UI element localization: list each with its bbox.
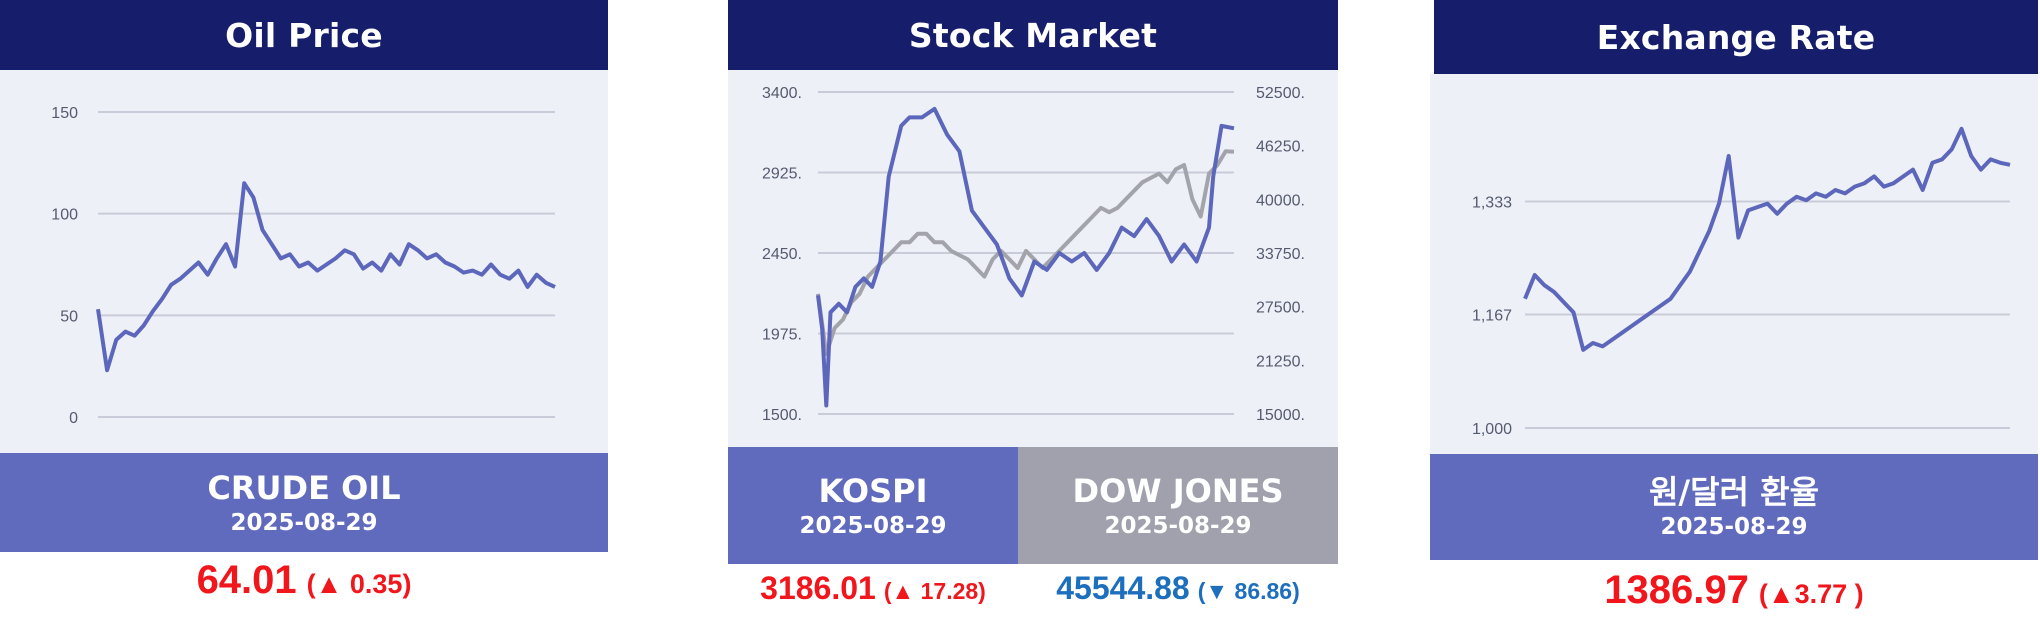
fx-footer-label: 원/달러 환율 xyxy=(1648,473,1820,511)
oil-tick-label: 150 xyxy=(51,105,78,122)
fx-rate-value: 1386.97 xyxy=(1604,568,1749,612)
dow-footer: DOW JONES 2025-08-29 xyxy=(1018,447,1338,564)
stock-footer: KOSPI 2025-08-29 DOW JONES 2025-08-29 xyxy=(728,447,1338,564)
oil-footer-label: CRUDE OIL xyxy=(207,468,401,507)
fx-tick-label: 1,167 xyxy=(1472,307,1512,324)
stock-right-tick-label: 52500. xyxy=(1256,85,1305,102)
stock-right-tick-label: 40000. xyxy=(1256,192,1305,209)
kospi-line xyxy=(816,106,1235,408)
oil-price-line xyxy=(96,181,556,373)
kospi-value: 3186.01 xyxy=(760,570,876,606)
oil-panel: Oil Price 0 50 100 150 CRUDE OIL 2025-08-29 xyxy=(0,0,608,552)
oil-price-change: (▲ 0.35) xyxy=(306,569,412,599)
stock-right-tick-label: 33750. xyxy=(1256,246,1305,263)
fx-title: Exchange Rate xyxy=(1434,0,2038,74)
stock-left-tick-label: 1500. xyxy=(762,407,802,424)
stock-right-tick-label: 27500. xyxy=(1256,300,1305,317)
stock-left-tick-label: 2925. xyxy=(762,166,802,183)
fx-chart-svg: 1,000 1,167 1,333 xyxy=(1472,126,2011,438)
oil-title: Oil Price xyxy=(0,0,608,70)
stock-title: Stock Market xyxy=(728,0,1338,70)
stock-left-tick-label: 2450. xyxy=(762,246,802,263)
kospi-date: 2025-08-29 xyxy=(799,512,947,539)
stock-right-tick-label: 15000. xyxy=(1256,407,1305,424)
stock-chart: 1500. 1975. 2450. 2925. 3400. 15000. 21250. 275… xyxy=(728,70,1338,447)
fx-rate-line xyxy=(1523,126,2011,352)
dow-date: 2025-08-29 xyxy=(1104,512,1252,539)
kospi-label: KOSPI xyxy=(818,471,928,510)
dow-value: 45544.88 xyxy=(1056,570,1190,606)
fx-tick-label: 1,333 xyxy=(1472,195,1512,212)
fx-tick-label: 1,000 xyxy=(1472,421,1512,438)
oil-value-row: 64.01 (▲ 0.35) xyxy=(0,558,608,603)
dow-value-row: 45544.88 (▼ 86.86) xyxy=(1018,570,1338,607)
kospi-change: (▲ 17.28) xyxy=(883,578,986,604)
oil-tick-label: 0 xyxy=(69,410,78,427)
oil-footer-date: 2025-08-29 xyxy=(230,509,378,536)
stock-right-tick-label: 46250. xyxy=(1256,139,1305,156)
oil-price-value: 64.01 xyxy=(196,558,297,602)
oil-tick-label: 100 xyxy=(51,207,78,224)
oil-tick-label: 50 xyxy=(60,308,78,325)
fx-footer: 원/달러 환율 2025-08-29 xyxy=(1430,454,2038,560)
stock-right-tick-label: 21250. xyxy=(1256,353,1305,370)
fx-panel: Exchange Rate 1,000 1,167 1,333 원/달러 환율 20… xyxy=(1430,0,2038,560)
fx-rate-change: (▲3.77 ) xyxy=(1758,579,1864,609)
oil-chart-svg: 0 50 100 150 xyxy=(51,105,556,427)
dow-jones-line xyxy=(816,149,1235,356)
kospi-value-row: 3186.01 (▲ 17.28) xyxy=(728,570,1018,607)
stock-chart-svg: 1500. 1975. 2450. 2925. 3400. 15000. 21250. 275… xyxy=(762,85,1305,424)
fx-value-row: 1386.97 (▲3.77 ) xyxy=(1430,568,2038,613)
fx-chart: 1,000 1,167 1,333 xyxy=(1430,74,2038,454)
stock-panel: Stock Market 1500. 1975. 2450. 2925. 3400. 15… xyxy=(728,0,1338,564)
dow-label: DOW JONES xyxy=(1072,471,1284,510)
stock-left-tick-label: 1975. xyxy=(762,327,802,344)
oil-chart: 0 50 100 150 xyxy=(0,70,608,453)
dow-change: (▼ 86.86) xyxy=(1197,578,1300,604)
kospi-footer: KOSPI 2025-08-29 xyxy=(728,447,1018,564)
oil-footer: CRUDE OIL 2025-08-29 xyxy=(0,453,608,552)
fx-footer-date: 2025-08-29 xyxy=(1660,514,1808,540)
stock-left-tick-label: 3400. xyxy=(762,85,802,102)
